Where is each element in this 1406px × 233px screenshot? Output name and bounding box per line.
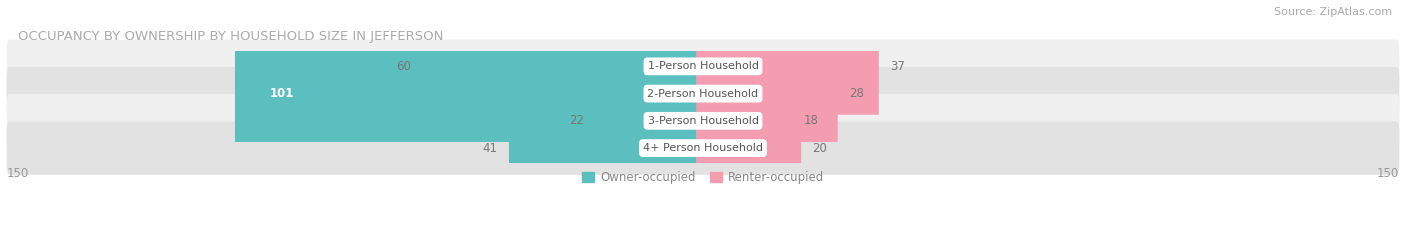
Text: 101: 101 [269, 87, 294, 100]
FancyBboxPatch shape [7, 40, 1399, 93]
Text: 1-Person Household: 1-Person Household [648, 61, 758, 71]
Text: 4+ Person Household: 4+ Person Household [643, 143, 763, 153]
FancyBboxPatch shape [7, 121, 1399, 175]
FancyBboxPatch shape [696, 72, 792, 169]
Text: 60: 60 [396, 60, 411, 73]
Legend: Owner-occupied, Renter-occupied: Owner-occupied, Renter-occupied [578, 166, 828, 188]
Text: 22: 22 [569, 114, 585, 127]
Text: 18: 18 [803, 114, 818, 127]
FancyBboxPatch shape [596, 72, 710, 169]
Text: OCCUPANCY BY OWNERSHIP BY HOUSEHOLD SIZE IN JEFFERSON: OCCUPANCY BY OWNERSHIP BY HOUSEHOLD SIZE… [18, 30, 443, 43]
Text: 28: 28 [849, 87, 865, 100]
FancyBboxPatch shape [422, 18, 710, 115]
Text: 20: 20 [813, 142, 828, 155]
Text: 41: 41 [482, 142, 498, 155]
FancyBboxPatch shape [7, 94, 1399, 147]
Text: 2-Person Household: 2-Person Household [647, 89, 759, 99]
FancyBboxPatch shape [509, 100, 710, 196]
Text: 3-Person Household: 3-Person Household [648, 116, 758, 126]
FancyBboxPatch shape [7, 67, 1399, 120]
FancyBboxPatch shape [696, 45, 838, 142]
FancyBboxPatch shape [235, 45, 710, 142]
FancyBboxPatch shape [696, 100, 801, 196]
Text: 37: 37 [890, 60, 905, 73]
FancyBboxPatch shape [696, 18, 879, 115]
Text: Source: ZipAtlas.com: Source: ZipAtlas.com [1274, 7, 1392, 17]
